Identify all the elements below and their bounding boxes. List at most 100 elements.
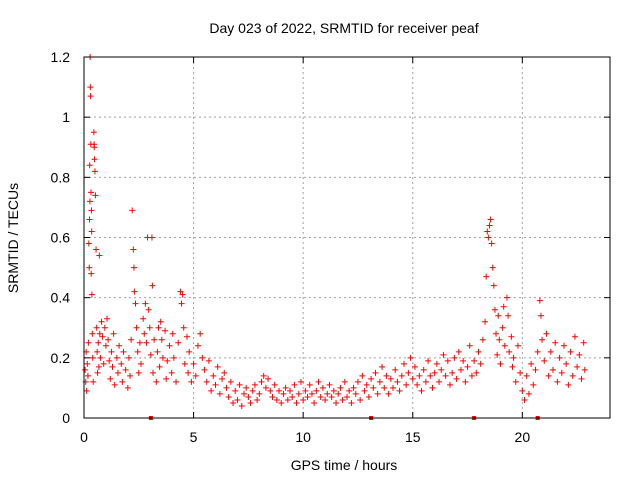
data-point <box>372 369 379 376</box>
data-point <box>227 378 234 385</box>
data-point <box>251 381 258 388</box>
data-point <box>409 375 416 382</box>
data-point <box>554 378 561 385</box>
data-point <box>99 333 106 340</box>
data-point <box>457 366 464 373</box>
data-point <box>339 396 346 403</box>
data-point <box>273 396 280 403</box>
data-point <box>487 216 494 223</box>
data-point <box>95 363 102 370</box>
data-point <box>158 336 165 343</box>
data-point <box>308 390 315 397</box>
data-point <box>232 387 239 394</box>
data-point <box>462 378 469 385</box>
data-point <box>571 333 578 340</box>
data-point <box>114 369 121 376</box>
data-point <box>110 330 117 337</box>
data-point <box>249 387 256 394</box>
data-point <box>146 324 153 331</box>
data-point <box>509 363 516 370</box>
data-point <box>101 324 108 331</box>
data-point <box>317 393 324 400</box>
data-point <box>245 393 252 400</box>
data-point <box>517 369 524 376</box>
data-point <box>96 252 103 259</box>
data-point <box>552 339 559 346</box>
data-point <box>361 387 368 394</box>
data-point <box>506 348 513 355</box>
data-point <box>216 390 223 397</box>
data-point <box>490 282 497 289</box>
data-point <box>82 366 89 373</box>
data-point <box>86 216 93 223</box>
data-point <box>98 318 105 325</box>
data-point <box>473 369 480 376</box>
data-point <box>357 396 364 403</box>
data-point <box>267 387 274 394</box>
data-point <box>297 378 304 385</box>
data-point <box>455 348 462 355</box>
data-point <box>140 315 147 322</box>
data-point <box>132 300 139 307</box>
chart-title: Day 023 of 2022, SRMTID for receiver pea… <box>209 20 478 36</box>
data-point <box>89 354 96 361</box>
data-point <box>185 369 192 376</box>
data-point <box>84 360 91 367</box>
data-point <box>88 228 95 235</box>
data-point <box>236 381 243 388</box>
x-tick-label: 10 <box>295 429 311 445</box>
data-point <box>88 207 95 214</box>
data-point <box>295 390 302 397</box>
data-point <box>188 378 195 385</box>
data-point <box>444 357 451 364</box>
data-point <box>547 348 554 355</box>
data-point <box>260 372 267 379</box>
plot-area-border <box>83 56 611 419</box>
data-point <box>159 354 166 361</box>
data-point <box>156 363 163 370</box>
data-point <box>333 399 340 406</box>
data-point <box>107 375 114 382</box>
data-point <box>365 393 372 400</box>
data-point <box>164 357 171 364</box>
y-tick-label: 0.4 <box>51 290 71 306</box>
data-point <box>500 303 507 310</box>
data-point <box>276 387 283 394</box>
data-point <box>510 354 517 361</box>
data-point <box>151 336 158 343</box>
data-point <box>499 324 506 331</box>
data-point <box>194 342 201 349</box>
axes: 0 0.2 0.4 0.6 0.8 1 1.2 0 5 10 15 20 <box>51 49 610 445</box>
data-point <box>136 339 143 346</box>
data-point <box>120 348 127 355</box>
data-point <box>302 387 309 394</box>
data-point <box>269 393 276 400</box>
data-point <box>567 348 574 355</box>
data-point <box>543 330 550 337</box>
data-point <box>113 354 120 361</box>
data-point <box>199 354 206 361</box>
data-point <box>403 381 410 388</box>
data-point <box>496 336 503 343</box>
data-point <box>175 339 182 346</box>
data-point <box>368 375 375 382</box>
data-point <box>133 324 140 331</box>
data-point <box>111 381 118 388</box>
data-point <box>501 342 508 349</box>
data-point <box>311 399 318 406</box>
data-point <box>484 228 491 235</box>
data-point <box>223 384 230 391</box>
data-point <box>494 351 501 358</box>
data-point <box>88 189 95 196</box>
data-point <box>153 378 160 385</box>
data-point <box>254 396 261 403</box>
data-point <box>142 300 149 307</box>
data-point <box>407 354 414 361</box>
data-point <box>379 363 386 370</box>
data-point <box>94 369 101 376</box>
data-point <box>315 378 322 385</box>
data-point <box>387 375 394 382</box>
y-tick-label: 0.8 <box>51 169 71 185</box>
data-point <box>400 360 407 367</box>
data-point <box>468 372 475 379</box>
